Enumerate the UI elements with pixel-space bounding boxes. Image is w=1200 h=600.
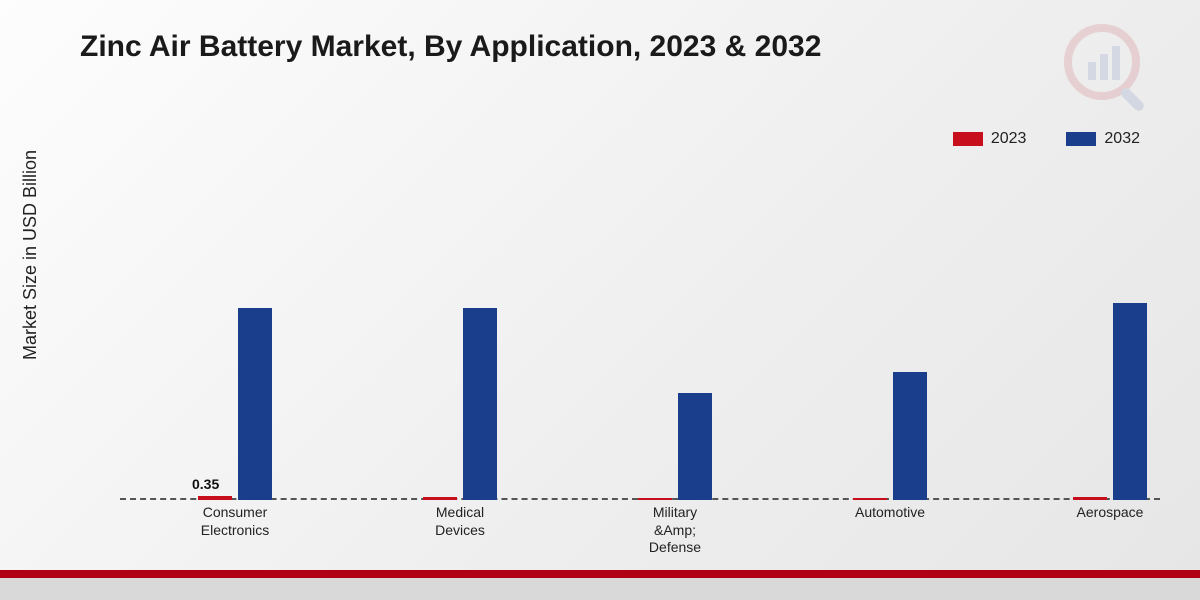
brand-logo-icon	[1060, 20, 1160, 120]
chart-page: Zinc Air Battery Market, By Application,…	[0, 0, 1200, 600]
category-label: Aerospace	[1077, 504, 1144, 522]
category-label: Medical Devices	[435, 504, 485, 539]
logo-bar-icon	[1100, 54, 1108, 80]
footer-grey-bar	[0, 578, 1200, 600]
legend-swatch-icon	[953, 132, 983, 146]
legend-label: 2032	[1104, 130, 1140, 148]
bar-value-label: 0.35	[192, 476, 219, 492]
bar	[1113, 303, 1147, 500]
bar	[423, 497, 457, 500]
bar	[638, 498, 672, 500]
bar	[893, 372, 927, 500]
bar	[1073, 497, 1107, 500]
category-label: Automotive	[855, 504, 925, 522]
bar-group	[638, 393, 712, 500]
bar	[238, 308, 272, 500]
legend-item-2032: 2032	[1066, 130, 1140, 148]
bar-group	[853, 372, 927, 500]
logo-handle-icon	[1119, 86, 1146, 113]
logo-bar-icon	[1112, 46, 1120, 80]
bar	[678, 393, 712, 500]
legend-label: 2023	[991, 130, 1027, 148]
footer-accent-bar	[0, 570, 1200, 578]
bar-group	[198, 308, 272, 500]
bar	[853, 498, 887, 500]
bar	[198, 496, 232, 500]
legend: 2023 2032	[953, 130, 1140, 148]
legend-item-2023: 2023	[953, 130, 1027, 148]
category-label: Military &Amp; Defense	[649, 504, 701, 557]
legend-swatch-icon	[1066, 132, 1096, 146]
plot-area: 0.35	[120, 180, 1160, 500]
bar-group	[1073, 303, 1147, 500]
bar	[463, 308, 497, 500]
category-label: Consumer Electronics	[201, 504, 269, 539]
bar-group	[423, 308, 497, 500]
logo-bar-icon	[1088, 62, 1096, 80]
category-labels: Consumer Electronics Medical Devices Milit…	[120, 504, 1160, 564]
chart-title: Zinc Air Battery Market, By Application,…	[80, 30, 821, 64]
y-axis-label: Market Size in USD Billion	[20, 150, 41, 360]
